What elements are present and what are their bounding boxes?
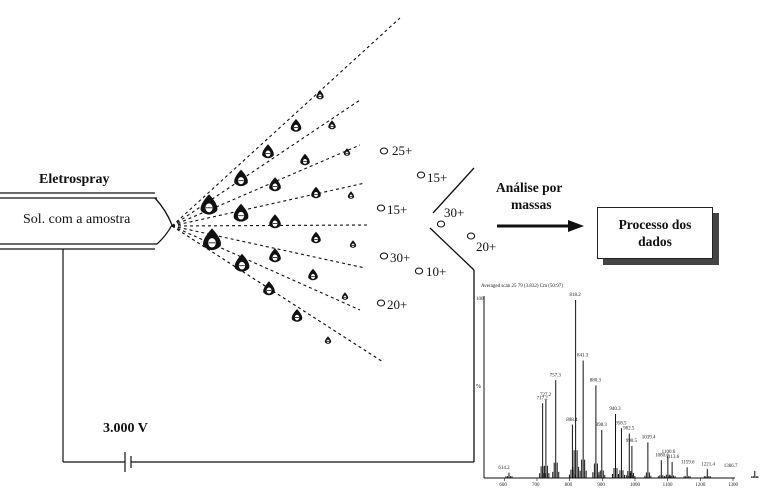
ion-markers xyxy=(376,147,476,307)
ion-circle xyxy=(414,267,424,275)
ion-label: 15+ xyxy=(387,202,408,217)
peak-label: 757.3 xyxy=(550,373,562,378)
capillary-label: Sol. com a amostra xyxy=(23,212,131,227)
droplet xyxy=(328,120,336,130)
peak-label: 958.5 xyxy=(615,421,627,426)
droplet xyxy=(203,228,221,251)
ion-label: 20+ xyxy=(476,239,497,254)
voltage-label: 3.000 V xyxy=(103,421,148,436)
analysis-arrow xyxy=(497,220,584,232)
ion-label: 10+ xyxy=(426,264,447,279)
x-tick-label: 1000 xyxy=(630,483,641,488)
droplet xyxy=(300,153,310,166)
droplet xyxy=(343,148,351,156)
peak-label: 1221.4 xyxy=(701,462,715,467)
droplet xyxy=(324,336,332,344)
voltage-circuit xyxy=(62,249,474,472)
x-tick-label: 600 xyxy=(499,483,507,488)
droplet xyxy=(263,281,275,296)
droplet xyxy=(347,191,355,199)
peak-label: 1113.6 xyxy=(666,455,680,460)
ion-label: 30+ xyxy=(390,250,411,265)
droplet xyxy=(269,248,281,263)
droplet xyxy=(316,90,324,100)
charged-droplets xyxy=(200,90,357,344)
droplet xyxy=(291,309,303,322)
droplet xyxy=(234,169,248,187)
spectrum-header: Averaged scan 25 79 (3.832) Cm (50:97) xyxy=(481,284,563,289)
data-box-line2: dados xyxy=(638,234,672,249)
ion-label: 30+ xyxy=(444,205,465,220)
peak-label: 717.2 xyxy=(537,396,549,401)
analysis-label-line1: Análise por xyxy=(496,180,563,195)
droplet xyxy=(269,214,281,229)
ion-label: 25+ xyxy=(392,143,413,158)
ion-circle xyxy=(376,299,386,307)
ion-circle xyxy=(436,220,446,228)
droplet xyxy=(311,231,321,244)
x-tick-label: 700 xyxy=(532,483,540,488)
peak-label: 982.5 xyxy=(623,427,635,432)
peak-label: 990.5 xyxy=(626,439,638,444)
analyzer-entrance xyxy=(429,167,475,462)
peak-label: 1039.4 xyxy=(642,436,656,441)
mass-spectrum: Averaged scan 25 79 (3.832) Cm (50:97) 1… xyxy=(476,284,759,488)
peak-label: 1100.6 xyxy=(662,450,676,455)
ion-circle xyxy=(376,204,386,212)
spectrum-ytick-top: 100 xyxy=(476,297,484,302)
peak-label: 727.2 xyxy=(540,393,552,398)
x-tick-label: 1300 xyxy=(728,483,739,488)
x-tick-label: 800 xyxy=(565,483,573,488)
ion-circle xyxy=(379,252,389,260)
droplet xyxy=(234,253,250,272)
peak-label: 808.4 xyxy=(566,418,578,423)
droplet xyxy=(349,240,357,248)
droplet xyxy=(308,268,318,281)
ion-label: 20+ xyxy=(387,297,408,312)
ion-circle xyxy=(379,147,389,155)
electrospray-title: Eletrospray xyxy=(39,172,110,187)
droplet xyxy=(290,119,302,132)
data-processing-box: Processo dos dados xyxy=(597,207,713,259)
ion-circle xyxy=(416,171,426,179)
ion-circle xyxy=(466,232,476,240)
spectrum-ytick-mid: % xyxy=(476,384,481,390)
peak-label: 940.3 xyxy=(609,407,621,412)
x-tick-label: 1100 xyxy=(663,483,673,488)
peak-label: 614.2 xyxy=(498,466,510,471)
droplet xyxy=(341,292,349,300)
capillary xyxy=(0,192,173,250)
analysis-label-line2: massas xyxy=(511,197,552,212)
peak-label: 1159.6 xyxy=(681,461,695,466)
droplet xyxy=(262,144,274,159)
droplet xyxy=(233,203,249,222)
ion-label: 15+ xyxy=(427,170,448,185)
peak-label: 1080.6 xyxy=(655,453,669,458)
peak-label: 880.3 xyxy=(590,379,602,384)
peak-label: 1366.7 xyxy=(724,464,738,469)
x-tick-label: 1200 xyxy=(695,483,706,488)
spray-cone-lines xyxy=(171,17,401,363)
droplet xyxy=(311,186,321,199)
x-tick-label: 900 xyxy=(597,483,605,488)
peak-label: 841.3 xyxy=(577,354,589,359)
droplet xyxy=(200,194,218,215)
droplet xyxy=(269,177,281,192)
data-box-line1: Processo dos xyxy=(618,217,692,232)
peak-label: 898.3 xyxy=(596,423,608,428)
peak-label: 818.2 xyxy=(570,293,582,298)
